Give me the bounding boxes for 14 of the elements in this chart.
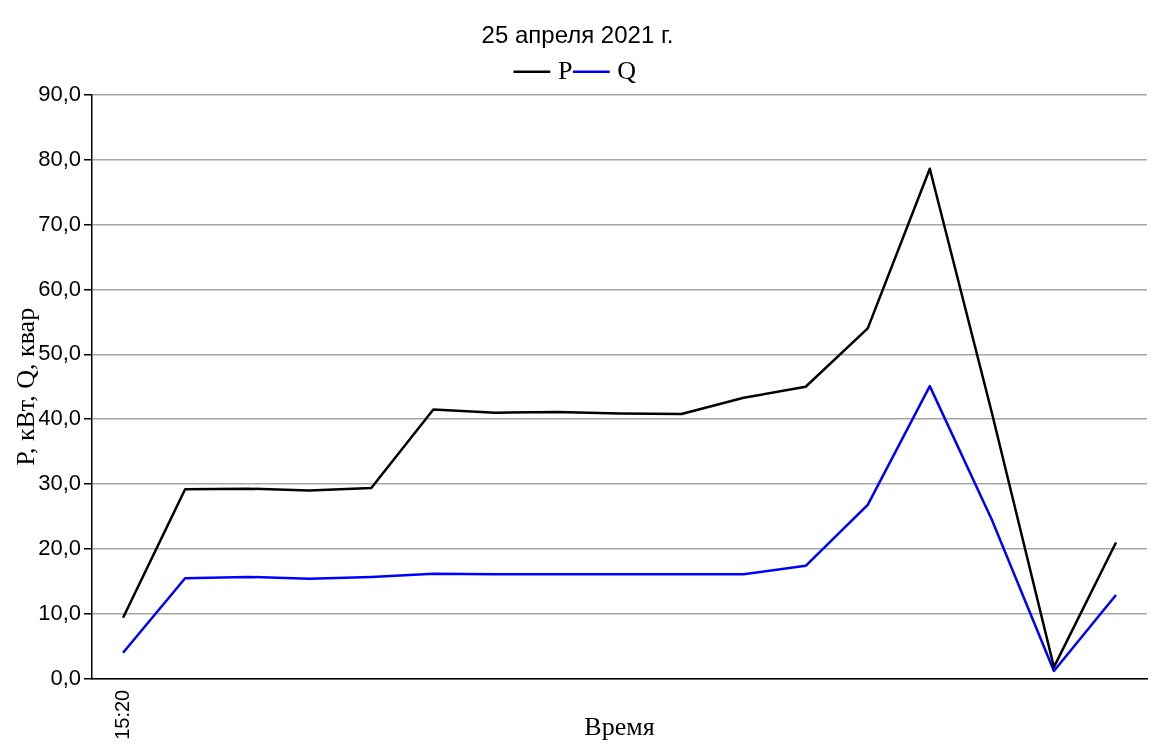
y-tick-label: 30,0 bbox=[38, 470, 82, 496]
y-tick-label: 80,0 bbox=[38, 145, 82, 171]
legend-label: Q bbox=[617, 55, 637, 85]
y-tick-label: 70,0 bbox=[38, 210, 82, 236]
x-tick-label: 15:20 bbox=[110, 689, 133, 740]
y-tick-label: 50,0 bbox=[38, 340, 82, 366]
y-tick-label: 60,0 bbox=[38, 275, 82, 301]
y-tick-label: 90,0 bbox=[38, 80, 82, 106]
chart-title: 25 апреля 2021 г. bbox=[481, 21, 674, 49]
legend-label: P bbox=[557, 55, 573, 85]
y-tick-label: 10,0 bbox=[38, 599, 82, 625]
y-tick-label: 20,0 bbox=[38, 535, 82, 561]
x-axis-title: Время bbox=[584, 712, 655, 742]
y-tick-label: 0,0 bbox=[50, 664, 82, 690]
